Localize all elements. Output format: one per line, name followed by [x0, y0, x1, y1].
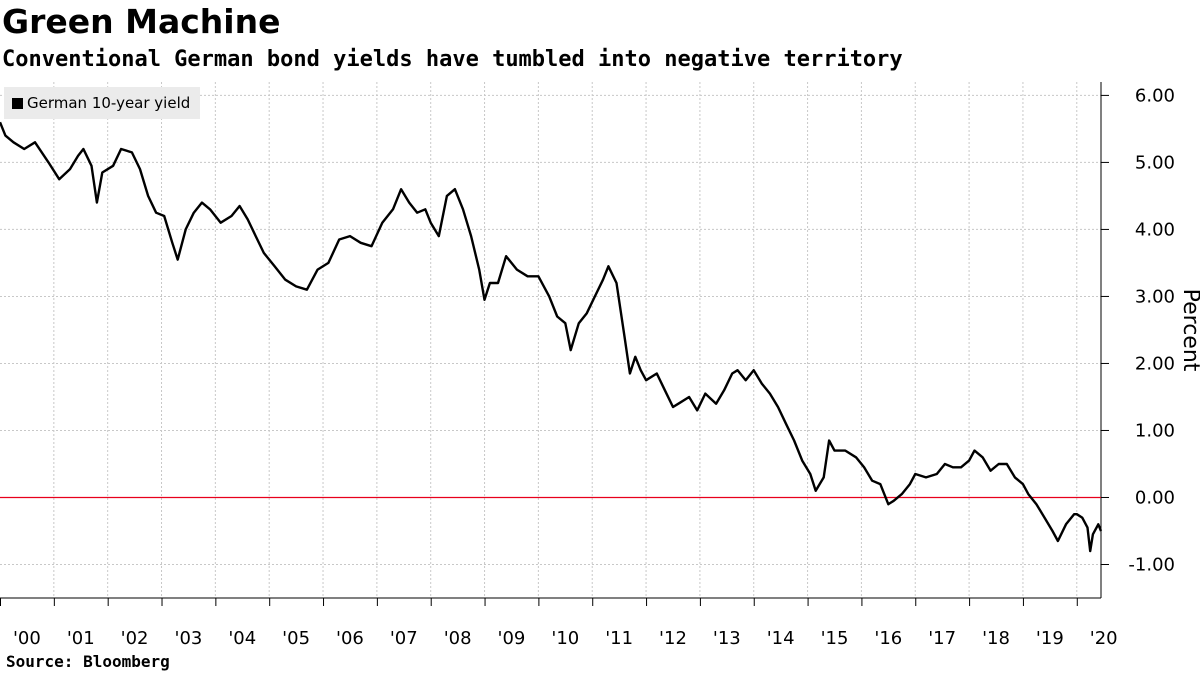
y-tick-label: 3.00	[1135, 286, 1175, 307]
chart-subtitle: Conventional German bond yields have tum…	[2, 47, 903, 72]
chart-title: Green Machine	[2, 2, 281, 41]
x-tick-label: '19	[1036, 628, 1064, 649]
y-tick-label: 2.00	[1135, 353, 1175, 374]
x-tick-label: '07	[390, 628, 418, 649]
y-tick-label: -1.00	[1128, 554, 1175, 575]
series-line-german-10-year-yield	[0, 121, 1103, 553]
x-tick-label: '11	[605, 628, 633, 649]
x-tick-label: '04	[228, 628, 256, 649]
legend-swatch	[12, 97, 23, 109]
x-tick-label: '02	[121, 628, 149, 649]
x-tick-label: '03	[175, 628, 203, 649]
x-tick-label: '15	[821, 628, 849, 649]
x-tick-label: '13	[713, 628, 741, 649]
source-note: Source: Bloomberg	[6, 652, 170, 671]
x-tick-label: '05	[282, 628, 310, 649]
y-tick-label: 0.00	[1135, 487, 1175, 508]
x-tick-label: '20	[1090, 628, 1118, 649]
x-tick-label: '14	[767, 628, 795, 649]
x-tick-label: '06	[336, 628, 364, 649]
x-tick-label: '18	[982, 628, 1010, 649]
x-tick-label: '17	[928, 628, 956, 649]
x-tick-label: '10	[551, 628, 579, 649]
y-tick-label: 5.00	[1135, 152, 1175, 173]
legend: German 10-year yield	[4, 87, 201, 119]
y-tick-label: 1.00	[1135, 420, 1175, 441]
x-tick-label: '00	[13, 628, 41, 649]
x-tick-label: '16	[874, 628, 902, 649]
legend-label: German 10-year yield	[27, 94, 191, 112]
x-tick-label: '12	[659, 628, 687, 649]
y-tick-label: 4.00	[1135, 219, 1175, 240]
x-tick-label: '01	[67, 628, 95, 649]
y-axis-label: Percent	[1178, 289, 1200, 372]
x-tick-label: '08	[444, 628, 472, 649]
x-tick-label: '09	[498, 628, 526, 649]
y-tick-label: 6.00	[1135, 85, 1175, 106]
